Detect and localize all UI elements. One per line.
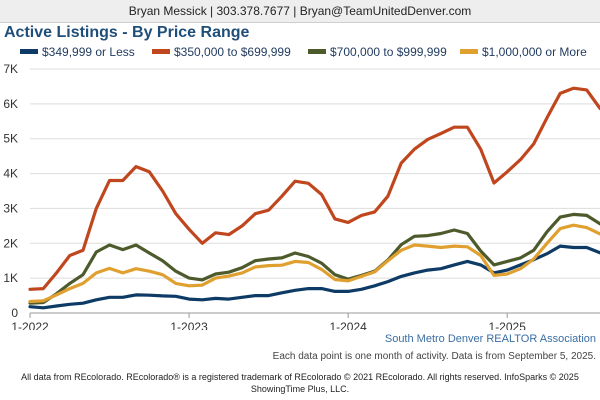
series-line (28, 212, 600, 305)
y-tick-label: 4K (3, 167, 18, 181)
association-credit: South Metro Denver REALTOR Association (384, 333, 596, 345)
legend-label: $700,000 to $999,999 (330, 45, 447, 59)
legend-swatch (460, 49, 478, 54)
chart-grid (30, 68, 600, 314)
x-tick-label: 1-2023 (170, 320, 208, 330)
chart-legend: $349,999 or Less $350,000 to $699,999 $700… (20, 45, 587, 59)
legend-swatch (20, 49, 38, 54)
y-tick-label: 2K (3, 236, 18, 250)
y-tick-label: 0 (11, 306, 18, 320)
x-tick-label: 1-2024 (329, 320, 367, 330)
contact-banner: Bryan Messick | 303.378.7677 | Bryan@Tea… (0, 0, 600, 23)
x-axis-labels: 1-2022 1-2023 1-2024 1-2025 (11, 313, 526, 330)
legal-footer: All data from REcolorado. REcolorado® is… (0, 371, 600, 395)
chart-title: Active Listings - By Price Range (4, 24, 250, 41)
x-tick-label: 1-2025 (489, 320, 527, 330)
legend-label: $349,999 or Less (42, 45, 135, 59)
y-axis-labels: 0 1K 2K 3K 4K 5K 6K 7K (3, 62, 18, 320)
series-line (28, 244, 600, 310)
contact-info: Bryan Messick | 303.378.7677 | Bryan@Tea… (128, 4, 472, 18)
series-line (28, 223, 600, 304)
y-tick-label: 6K (3, 97, 18, 111)
x-tick-label: 1-2022 (11, 320, 49, 330)
data-note: Each data point is one month of activity… (272, 351, 596, 362)
line-chart: $349,999 or Less $350,000 to $699,999 $700… (3, 45, 600, 330)
y-tick-label: 7K (3, 62, 18, 76)
legal-line-1: All data from REcolorado. REcolorado® is… (21, 372, 579, 382)
chart-series (28, 86, 600, 310)
legend-swatch (308, 49, 326, 54)
y-tick-label: 5K (3, 132, 18, 146)
legend-label: $350,000 to $699,999 (174, 45, 291, 59)
y-tick-label: 1K (3, 271, 18, 285)
legend-label: $1,000,000 or More (482, 45, 587, 59)
series-line (28, 86, 600, 291)
legal-line-2: ShowingTime Plus, LLC. (250, 384, 350, 394)
legend-swatch (152, 49, 170, 54)
y-tick-label: 3K (3, 201, 18, 215)
